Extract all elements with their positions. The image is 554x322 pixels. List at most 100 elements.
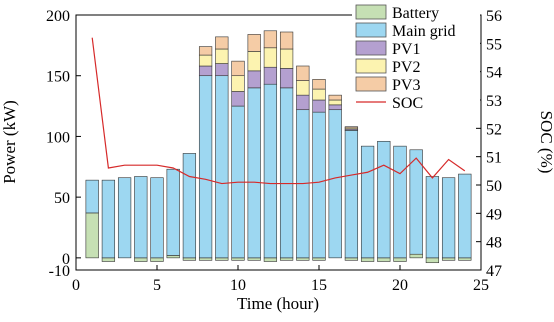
bar-battery-hour-18 [360,257,375,262]
bar-main-grid-hour-16 [328,109,342,259]
bar-pv1-hour-8 [198,65,213,77]
bar-main-grid-hour-24 [458,173,472,259]
bar-main-grid-hour-23 [441,177,456,259]
bar-pv2-hour-9 [215,48,229,64]
x-tick-label-0: 0 [72,277,80,294]
left-tick-label-50: 50 [54,190,70,207]
bar-main-grid-hour-2 [101,179,116,259]
bar-main-grid-hour-8 [198,75,213,259]
bar-main-grid-hour-13 [279,87,294,259]
bar-main-grid-hour-20 [393,145,407,259]
plot-frame [75,14,482,271]
bar-main-grid-hour-19 [377,140,391,259]
x-tick-label-25: 25 [473,277,489,294]
bar-battery-hour-20 [393,257,407,262]
bar-pv3-hour-9 [215,36,229,50]
bar-pv3-hour-13 [279,31,294,50]
right-tick-label-49: 49 [486,206,502,223]
bar-main-grid-hour-1 [85,179,99,214]
bar-battery-hour-5 [150,257,164,262]
left-tick-label-100: 100 [46,129,70,146]
legend-swatch-pv3 [355,76,387,92]
right-y-axis-label: SOC (%) [537,111,554,174]
bar-pv1-hour-15 [312,99,326,113]
bar-pv3-hour-16 [328,94,342,101]
x-tick-label-10: 10 [230,277,246,294]
bar-main-grid-hour-3 [117,177,132,259]
bar-battery-hour-8 [198,257,213,261]
bar-pv2-hour-16 [328,99,342,106]
legend-label-pv1: PV1 [392,41,420,58]
left-y-axis: -100 50 100 150 200 [46,8,81,280]
bar-pv3-hour-15 [312,79,326,90]
legend-swatch-battery [355,4,387,20]
bar-pv2-hour-13 [279,48,294,69]
bar-battery-hour-24 [458,257,472,261]
left-tick-label--10: -10 [49,263,70,280]
bar-battery-hour-13 [279,257,294,261]
bar-pv1-hour-9 [215,63,229,77]
legend-label-soc: SOC [392,95,423,112]
bar-battery-hour-6 [166,255,180,259]
bar-main-grid-hour-18 [360,145,375,259]
bar-battery-hour-9 [215,257,229,261]
bar-main-grid-hour-12 [263,83,278,259]
bar-main-grid-hour-11 [247,87,261,259]
bar-pv1-hour-10 [231,91,245,107]
bar-main-grid-hour-21 [409,149,423,255]
bar-main-grid-hour-9 [215,75,229,259]
bar-battery-hour-2 [101,257,116,262]
bar-pv2-hour-8 [198,54,213,67]
left-tick-label-200: 200 [46,8,70,25]
right-tick-label-48: 48 [486,235,502,252]
right-tick-label-52: 52 [486,121,502,138]
bar-battery-hour-21 [409,253,423,259]
bar-main-grid-hour-4 [134,176,148,259]
left-y-axis-label: Power (kW) [0,100,19,184]
left-tick-label-0: 0 [62,251,70,268]
left-tick-label-150: 150 [46,69,70,86]
right-tick-label-47: 47 [486,263,502,280]
soc-line-layer [91,37,466,185]
soc-line [91,37,466,185]
x-tick-label-15: 15 [311,277,327,294]
bar-pv2-hour-15 [312,88,326,101]
bar-main-grid-hour-22 [425,176,440,259]
bar-battery-hour-14 [296,257,310,261]
x-tick-label-20: 20 [392,277,408,294]
bar-pv3-hour-17 [344,126,359,129]
bar-pv1-hour-11 [247,70,261,89]
bar-pv1-hour-12 [263,66,278,85]
bar-pv3-hour-14 [296,65,310,81]
bar-battery-hour-7 [182,257,197,261]
legend-swatch-pv1 [355,40,387,56]
bar-pv1-hour-14 [296,94,310,111]
x-axis-label: Time (hour) [237,294,319,313]
right-tick-label-50: 50 [486,178,502,195]
legend-label-main-grid: Main grid [392,23,456,40]
bar-pv3-hour-12 [263,30,278,49]
bar-pv2-hour-12 [263,47,278,68]
right-y-axis: 47 48 49 50 51 52 53 54 55 56 [476,8,502,280]
bar-battery-hour-10 [231,257,245,261]
bar-main-grid-hour-5 [150,177,164,259]
legend-label-battery: Battery [392,5,439,22]
right-tick-label-56: 56 [486,8,502,25]
bar-battery-hour-4 [134,257,148,262]
bar-pv3-hour-10 [231,60,245,77]
bar-battery-hour-15 [312,257,326,261]
bars-layer [85,30,472,264]
bar-battery-hour-11 [247,257,261,261]
bar-main-grid-hour-15 [312,111,326,259]
bar-battery-hour-12 [263,257,278,262]
right-tick-label-55: 55 [486,36,502,53]
right-tick-label-54: 54 [486,65,502,82]
bar-pv3-hour-11 [247,34,261,52]
x-axis: 0 5 10 15 20 25 [72,265,489,294]
bar-main-grid-hour-6 [166,168,180,256]
right-tick-label-53: 53 [486,93,502,110]
x-tick-label-5: 5 [153,277,161,294]
bar-pv2-hour-14 [296,80,310,96]
